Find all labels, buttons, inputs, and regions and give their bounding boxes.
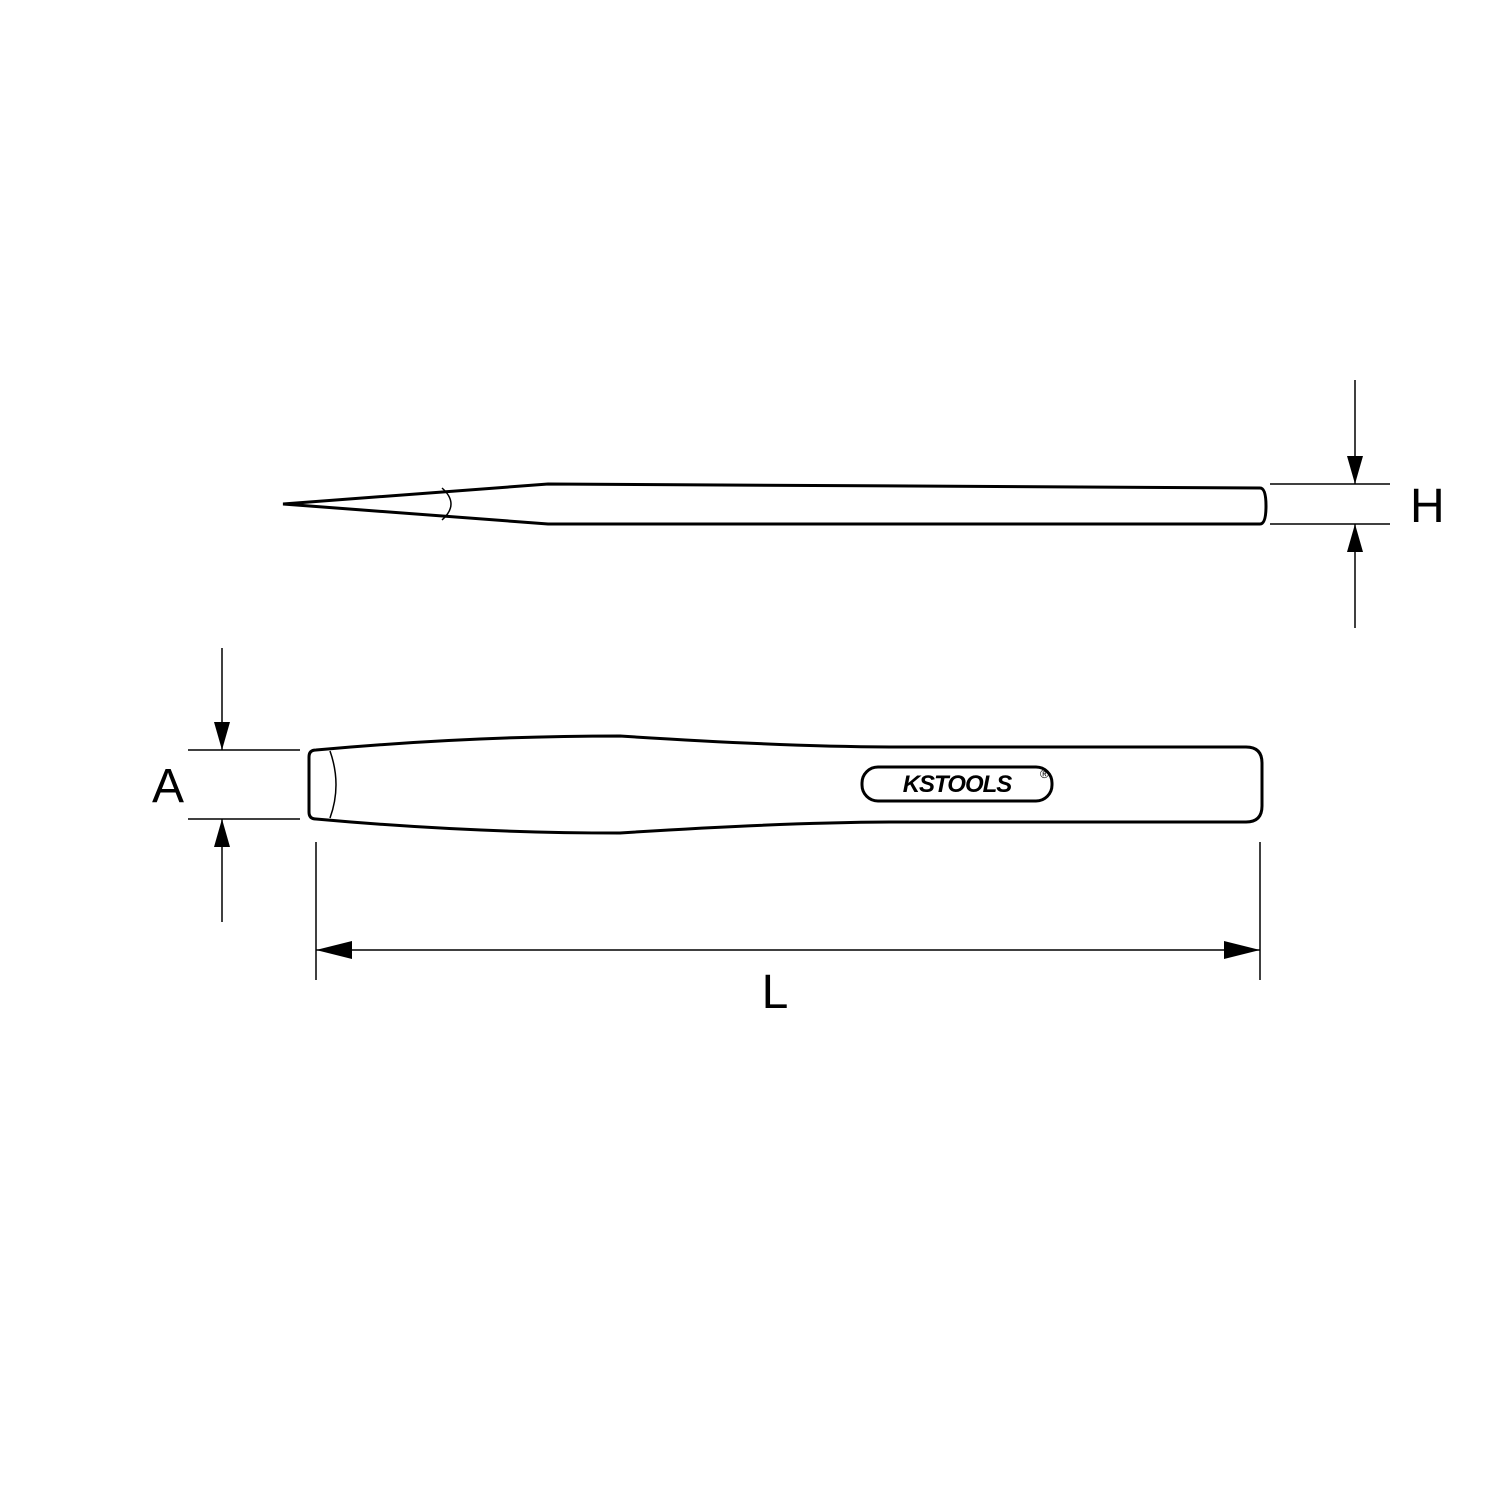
- label-H: H: [1410, 480, 1445, 533]
- brand-r: ®: [1040, 767, 1049, 781]
- brand-text: KSTOOLS: [903, 771, 1013, 798]
- technical-drawing: H KSTOOLS ® A L: [0, 0, 1500, 1500]
- dimension-L: L: [316, 842, 1260, 1019]
- top-view: [309, 736, 1262, 833]
- brand-badge: KSTOOLS ®: [862, 767, 1052, 801]
- dimension-A: A: [152, 648, 300, 922]
- label-A: A: [152, 760, 184, 813]
- dimension-H: H: [1270, 380, 1445, 628]
- side-view: [283, 484, 1266, 524]
- label-L: L: [762, 966, 789, 1019]
